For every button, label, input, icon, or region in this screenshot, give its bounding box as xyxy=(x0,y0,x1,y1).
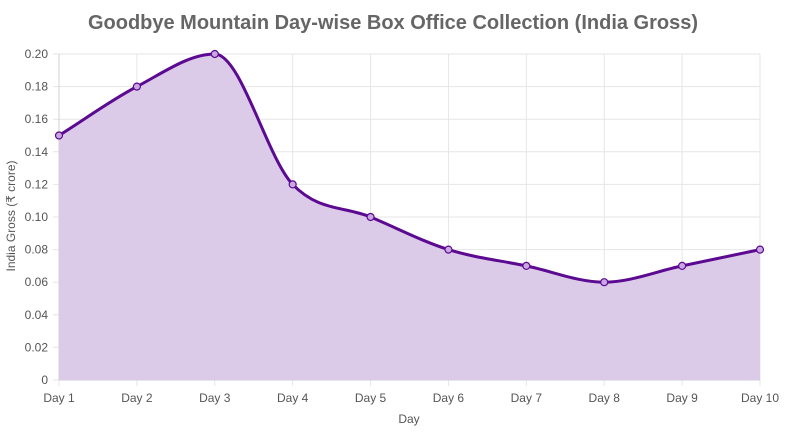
data-point[interactable] xyxy=(288,180,297,189)
data-point[interactable] xyxy=(54,131,64,140)
data-point[interactable] xyxy=(755,245,765,254)
y-tick-label: 0.12 xyxy=(25,177,49,191)
x-tick-label: Day 6 xyxy=(433,391,465,405)
x-tick-label: Day 5 xyxy=(355,391,387,405)
y-tick-label: 0.18 xyxy=(25,80,49,94)
y-tick-label: 0.04 xyxy=(25,308,49,322)
series-line xyxy=(58,52,761,284)
points-layer xyxy=(54,49,765,287)
y-axis-ticks: 0 0.02 0.04 0.06 0.08 0.10 0.12 0.14 0.16 0.18 0.2… xyxy=(25,47,49,387)
x-tick-label: Day 2 xyxy=(121,391,153,405)
x-axis-ticks: Day 1 Day 2 Day 3 Day 4 Day 5 Day 6 Day 7 Day 8… xyxy=(43,391,779,405)
x-axis-label: Day xyxy=(398,412,419,426)
data-point[interactable] xyxy=(678,261,687,270)
y-tick-label: 0.16 xyxy=(25,112,49,126)
data-point[interactable] xyxy=(366,212,375,222)
data-point[interactable] xyxy=(600,278,609,287)
data-point[interactable] xyxy=(132,82,141,91)
y-tick-label: 0.14 xyxy=(25,145,49,159)
y-axis-label: India Gross (₹ crore) xyxy=(4,161,18,272)
x-tick-label: Day 1 xyxy=(43,391,75,405)
data-point[interactable] xyxy=(522,261,531,270)
y-tick-label: 0.06 xyxy=(25,275,49,289)
series-area xyxy=(59,54,760,380)
x-tick-label: Day 3 xyxy=(199,391,231,405)
y-tick-label: 0.02 xyxy=(25,340,49,354)
area-layer xyxy=(59,54,760,380)
x-tick-label: Day 9 xyxy=(666,391,698,405)
x-tick-label: Day 8 xyxy=(589,391,621,405)
y-tick-label: 0 xyxy=(41,373,48,387)
y-tick-label: 0.20 xyxy=(25,47,49,61)
chart-title: Goodbye Mountain Day-wise Box Office Col… xyxy=(88,12,698,34)
y-tick-label: 0.10 xyxy=(25,210,49,224)
line-layer xyxy=(58,52,761,284)
x-tick-label: Day 7 xyxy=(511,391,543,405)
x-tick-label: Day 4 xyxy=(277,391,309,405)
y-tick-label: 0.08 xyxy=(25,243,49,257)
data-point[interactable] xyxy=(444,245,453,254)
data-point[interactable] xyxy=(210,49,219,59)
x-tick-label: Day 10 xyxy=(741,391,779,405)
